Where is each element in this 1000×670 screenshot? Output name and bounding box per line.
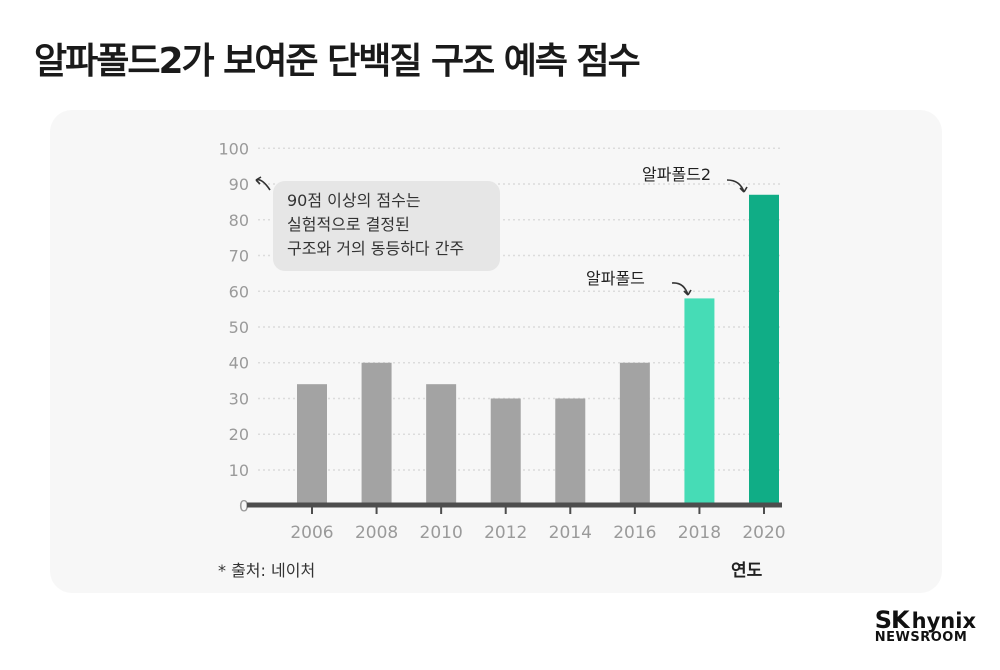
arrowhead-icon — [739, 186, 748, 193]
y-tick-label: 50 — [229, 318, 249, 337]
annotation-line-3: 구조와 거의 동등하다 간주 — [287, 239, 464, 258]
x-tick-label: 2006 — [290, 523, 333, 543]
sk-hynix-newsroom-logo: SK hynix NEWSROOM — [875, 606, 976, 645]
logo-name: hynix — [911, 609, 976, 633]
page-title: 알파폴드2가 보여준 단백질 구조 예측 점수 — [34, 41, 641, 82]
label-alphafold: 알파폴드 — [586, 269, 645, 288]
logo-brand: SK — [874, 606, 910, 634]
bar-2008 — [361, 362, 392, 504]
bar-2016 — [619, 362, 650, 504]
x-axis-label: 연도 — [731, 561, 763, 581]
x-tick-label: 2018 — [678, 523, 721, 543]
annotation-line-2: 실험적으로 결정된 — [287, 215, 410, 234]
y-tick-label: 10 — [229, 461, 249, 480]
x-tick-label: 2016 — [613, 523, 656, 543]
y-tick-label: 90 — [229, 175, 249, 194]
bar-2012 — [490, 398, 521, 504]
x-tick-label: 2014 — [549, 523, 592, 543]
y-tick-label: 20 — [229, 425, 249, 444]
y-tick-label: 80 — [229, 211, 249, 230]
logo-sub: NEWSROOM — [874, 630, 968, 645]
y-tick-label: 30 — [229, 389, 249, 408]
bar-2006 — [297, 384, 327, 504]
bar-2020 — [749, 194, 779, 504]
x-tick-label: 2012 — [484, 523, 527, 543]
x-tick-label: 2008 — [355, 523, 398, 543]
arrow-icon — [671, 282, 689, 296]
y-tick-label: 70 — [229, 247, 249, 266]
x-tick-label: 2020 — [742, 523, 785, 543]
x-tick-label: 2010 — [420, 523, 463, 543]
arrowhead-icon — [255, 176, 262, 185]
arrowhead-icon — [683, 289, 692, 296]
y-tick-label: 0 — [239, 497, 249, 516]
label-alphafold2: 알파폴드2 — [642, 165, 711, 184]
y-tick-label: 40 — [229, 354, 249, 373]
y-tick-label: 100 — [218, 139, 249, 158]
bar-2018 — [684, 298, 715, 504]
source-note: * 출처: 네이처 — [218, 561, 315, 580]
bar-2010 — [426, 384, 457, 504]
bar-2014 — [555, 398, 586, 504]
y-tick-label: 60 — [229, 282, 249, 301]
annotation-line-1: 90점 이상의 점수는 — [287, 191, 421, 210]
annotation-box — [273, 181, 500, 271]
